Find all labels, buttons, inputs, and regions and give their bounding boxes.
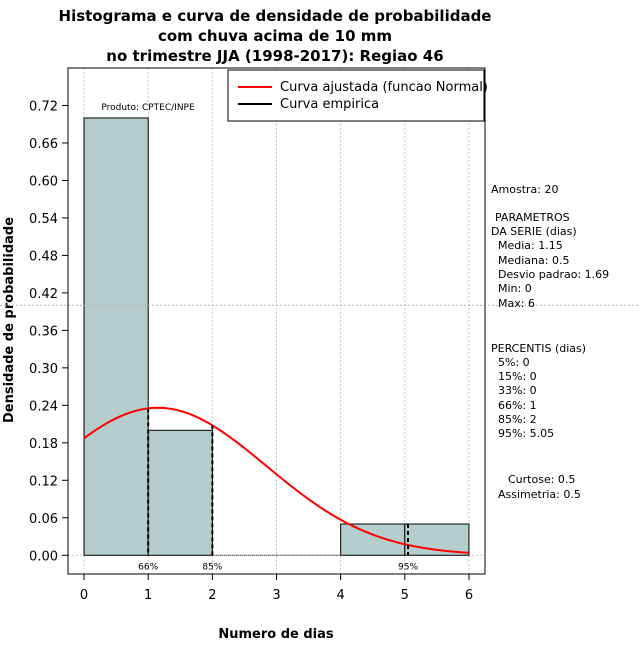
stat-p66: 66%: 1 [498,399,537,412]
y-tick-label-9: 0.54 [29,212,58,227]
chart-title-line-3: no trimestre JJA (1998-2017): Regiao 46 [106,47,443,65]
stat-p33: 33%: 0 [498,384,537,397]
y-axis-label: Densidade de probabilidade [2,217,17,423]
chart-title-line-1: Histograma e curva de densidade de proba… [59,7,492,25]
stat-media: Media: 1.15 [498,239,563,252]
stat-params-title-1: PARAMETROS [495,211,570,224]
stat-sample: Amostra: 20 [491,183,558,196]
legend-fitted-label: Curva ajustada (funcao Normal) [280,80,488,95]
stat-assimetria: Assimetria: 0.5 [498,488,581,501]
percentile-label-1: 85% [202,562,222,572]
x-tick-label-2: 2 [208,588,216,603]
y-tick-label-12: 0.72 [29,99,58,114]
percentile-label-0: 66% [138,562,158,572]
stat-p95: 95%: 5.05 [498,427,554,440]
legend: Curva ajustada (funcao Normal) Curva emp… [227,69,488,122]
y-tick-label-10: 0.60 [29,174,58,189]
x-tick-label-5: 5 [401,588,409,603]
stat-min: Min: 0 [498,282,532,295]
y-axis: 0.00 0.06 0.12 0.18 0.24 0.30 0.36 0.42 0.48 0.54… [29,99,68,564]
percentile-markers: 66% 85% 95% [138,408,418,572]
legend-empirical-label: Curva empirica [280,97,379,112]
legend-box [227,69,485,122]
y-tick-label-5: 0.30 [29,362,58,377]
stat-desvio: Desvio padrao: 1.69 [498,268,609,281]
y-tick-label-11: 0.66 [29,137,58,152]
x-tick-label-0: 0 [80,588,88,603]
fitted-curve [83,406,470,554]
y-tick-label-7: 0.42 [29,287,58,302]
x-tick-label-4: 4 [337,588,345,603]
product-label: Produto: CPTEC/INPE [101,103,195,113]
histogram-bar-0 [83,117,149,556]
y-tick-label-8: 0.48 [29,249,58,264]
stat-max: Max: 6 [498,297,535,310]
stat-p5: 5%: 0 [498,356,530,369]
y-tick-label-4: 0.24 [29,399,58,414]
histogram-bar-4 [340,523,406,556]
x-tick-label-1: 1 [144,588,152,603]
stat-mediana: Mediana: 0.5 [498,254,569,267]
y-tick-label-6: 0.36 [29,324,58,339]
histogram-bar-1 [147,429,213,556]
stat-p85: 85%: 2 [498,413,537,426]
chart-title-line-2: com chuva acima de 10 mm [158,27,392,45]
x-axis: 0 1 2 3 4 5 6 [80,574,473,603]
x-axis-label: Numero de dias [218,627,334,642]
histogram-bars [83,117,470,556]
stats-panel: Amostra: 20 PARAMETROS DA SERIE (dias) M… [491,183,609,501]
x-tick-label-3: 3 [272,588,280,603]
x-tick-label-6: 6 [465,588,473,603]
y-tick-label-1: 0.06 [29,512,58,527]
fitted-curve-line [83,406,470,554]
percentile-label-2: 95% [398,562,418,572]
stat-percentis-title: PERCENTIS (dias) [491,342,586,355]
stat-curtose: Curtose: 0.5 [508,473,575,486]
y-tick-label-2: 0.12 [29,474,58,489]
y-tick-label-3: 0.18 [29,437,58,452]
stat-params-title-2: DA SERIE (dias) [491,225,577,238]
y-tick-label-0: 0.00 [29,549,58,564]
stat-p15: 15%: 0 [498,370,537,383]
